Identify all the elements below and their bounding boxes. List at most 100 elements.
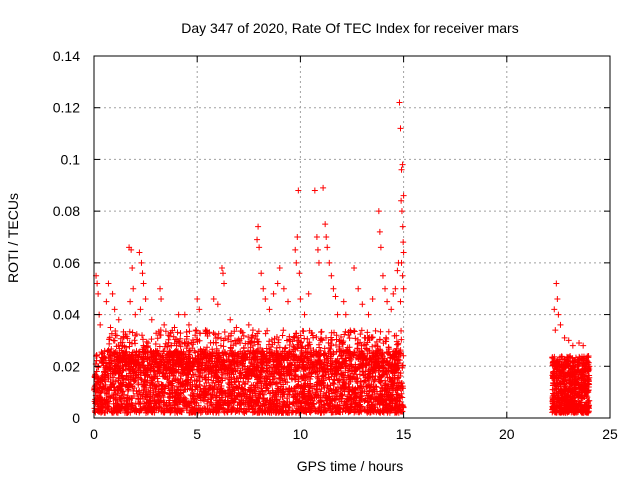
data-point <box>579 406 586 413</box>
data-point <box>259 408 266 415</box>
data-point <box>352 393 359 400</box>
data-point <box>567 359 574 366</box>
data-point <box>209 379 216 386</box>
data-point <box>300 408 307 415</box>
data-point <box>342 381 349 388</box>
data-point <box>139 348 146 355</box>
data-point <box>139 403 146 410</box>
data-point <box>103 362 110 369</box>
data-point <box>586 397 593 404</box>
data-point <box>267 400 274 407</box>
data-point <box>159 385 166 392</box>
data-point <box>153 355 160 362</box>
data-point <box>144 344 151 351</box>
data-point <box>190 363 197 370</box>
data-point <box>318 398 325 405</box>
data-point <box>243 405 250 412</box>
data-point <box>293 398 300 405</box>
data-point <box>361 405 368 412</box>
data-point <box>313 234 320 240</box>
data-point <box>297 353 304 360</box>
data-point <box>240 353 247 360</box>
data-point <box>127 372 134 379</box>
data-point <box>572 406 579 413</box>
data-point <box>154 347 161 354</box>
data-point <box>345 367 352 374</box>
data-point <box>338 385 345 392</box>
data-point <box>398 197 405 204</box>
data-point <box>249 405 256 412</box>
data-point <box>231 378 238 385</box>
data-point <box>379 394 386 401</box>
data-point <box>318 328 325 335</box>
y-tick-label: 0.04 <box>53 307 80 323</box>
data-point <box>385 392 392 399</box>
data-point <box>293 373 300 380</box>
data-point <box>220 343 227 350</box>
x-tick-label: 0 <box>90 426 98 442</box>
data-point <box>307 389 314 396</box>
data-point <box>580 367 587 374</box>
data-point <box>352 399 359 406</box>
data-point <box>574 394 581 401</box>
data-point <box>132 311 139 318</box>
data-point <box>359 368 366 375</box>
data-point <box>359 392 366 399</box>
data-point <box>121 343 128 350</box>
data-point <box>322 221 329 228</box>
data-point <box>146 360 153 367</box>
data-point <box>558 380 565 387</box>
data-point <box>183 360 190 367</box>
data-point <box>161 348 168 355</box>
data-point <box>388 363 395 370</box>
data-point <box>139 332 146 339</box>
data-point <box>265 341 272 348</box>
data-point <box>314 378 321 385</box>
data-point <box>365 311 372 318</box>
data-point <box>356 408 363 415</box>
data-point <box>560 405 567 412</box>
data-point <box>164 343 171 350</box>
data-point <box>368 358 375 365</box>
data-point <box>119 362 126 369</box>
data-point <box>233 324 240 331</box>
data-point <box>561 402 568 409</box>
data-point <box>124 335 131 342</box>
data-point <box>190 390 197 397</box>
data-point <box>273 391 280 398</box>
data-point <box>156 343 163 350</box>
data-point <box>135 371 142 378</box>
data-point <box>194 377 201 384</box>
data-point <box>372 327 379 334</box>
data-point <box>93 375 100 382</box>
data-point <box>318 406 325 413</box>
data-point <box>300 328 307 335</box>
data-point <box>343 404 350 411</box>
data-point <box>206 407 213 414</box>
data-point <box>255 338 262 345</box>
data-point <box>128 405 135 412</box>
data-point <box>254 330 261 337</box>
data-point <box>242 371 249 378</box>
data-point <box>290 343 297 350</box>
data-point <box>209 346 216 353</box>
data-point <box>550 395 557 402</box>
data-point <box>238 400 245 407</box>
data-point <box>141 381 148 388</box>
data-point <box>370 349 377 356</box>
data-point <box>107 395 114 402</box>
data-point <box>215 330 222 337</box>
data-point <box>317 388 324 395</box>
data-point <box>342 408 349 415</box>
data-point <box>116 384 123 391</box>
data-point <box>96 394 103 401</box>
data-point <box>289 407 296 414</box>
data-point <box>129 402 136 409</box>
data-point <box>305 343 312 350</box>
data-point <box>333 358 340 365</box>
data-point <box>392 285 399 292</box>
data-point <box>129 329 136 336</box>
data-point <box>154 364 161 371</box>
data-point <box>229 406 236 413</box>
data-point <box>136 387 143 394</box>
